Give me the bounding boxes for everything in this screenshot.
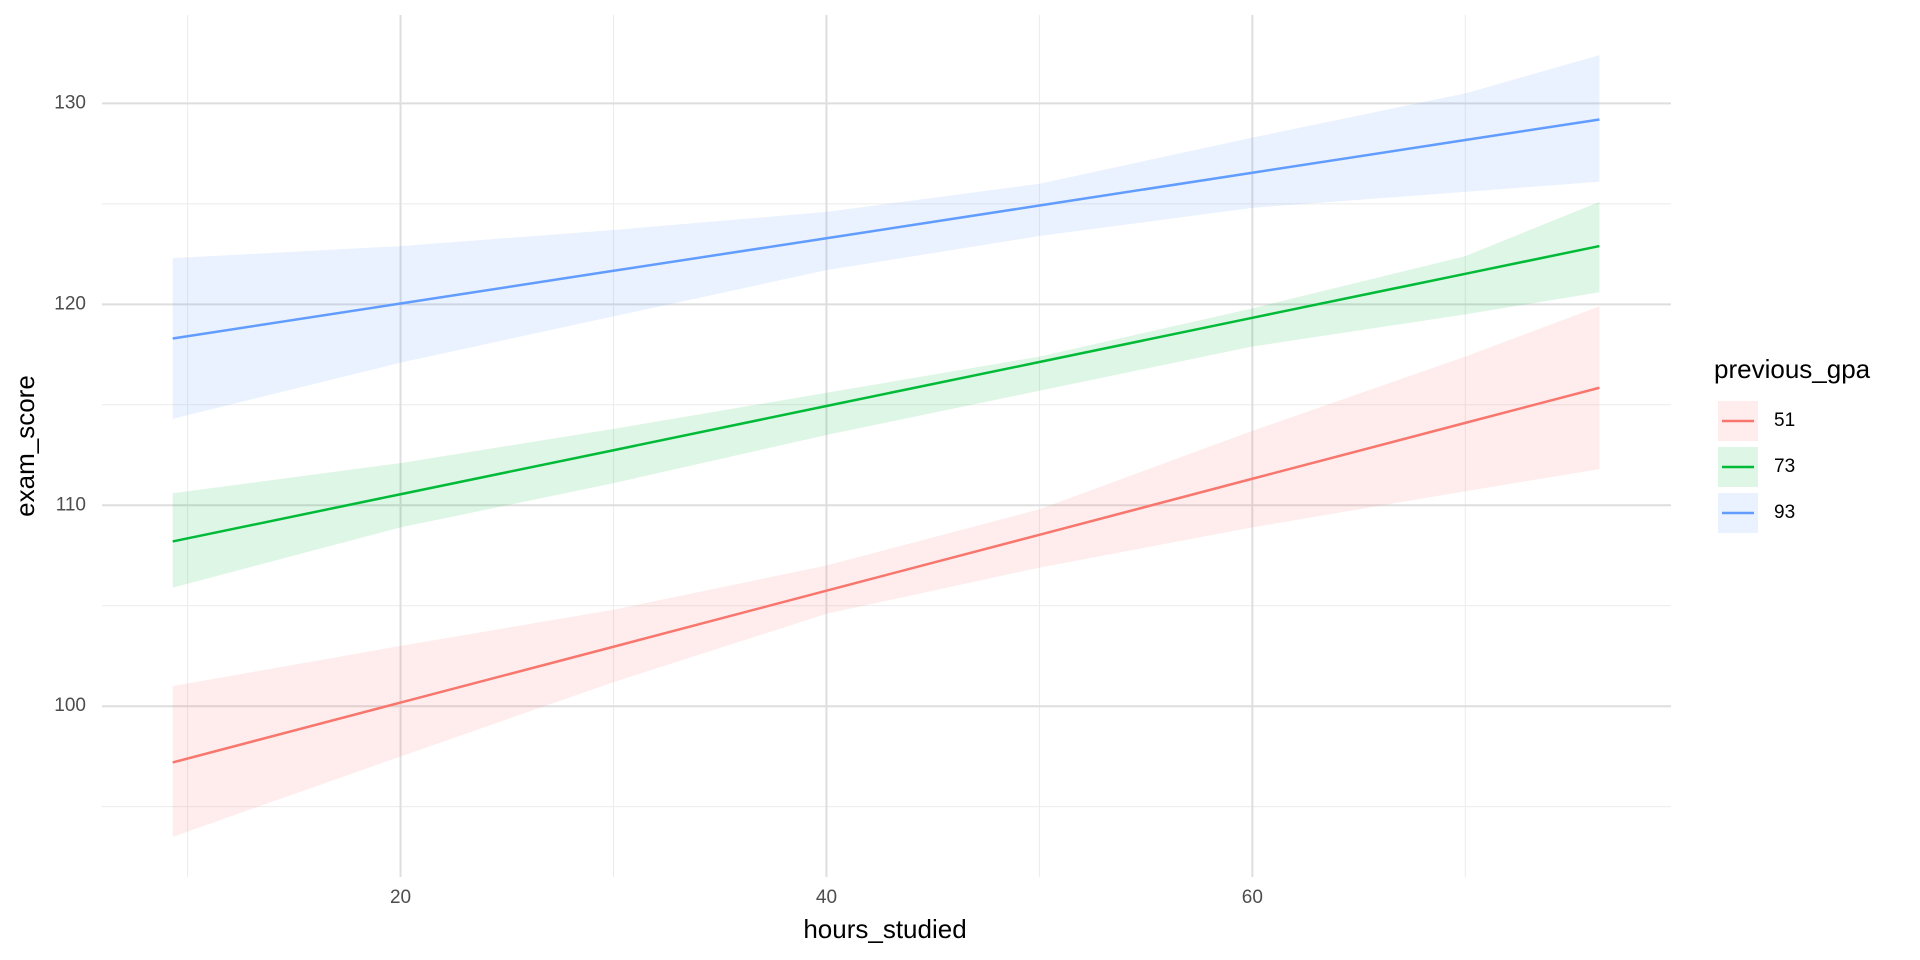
confidence-band (172, 55, 1600, 419)
legend-label: 93 (1774, 502, 1795, 523)
x-tick-label: 20 (390, 887, 411, 908)
y-tick-label: 110 (56, 494, 86, 515)
y-tick-label: 100 (54, 695, 86, 716)
x-tick-label: 60 (1242, 887, 1263, 908)
x-tick-label: 40 (816, 887, 837, 908)
legend-label: 51 (1774, 410, 1795, 431)
line (172, 386, 1600, 764)
line (172, 244, 1600, 543)
y-tick-label: 120 (54, 293, 86, 314)
y-axis-title: exam_score (10, 375, 40, 517)
legend-label: 73 (1774, 456, 1795, 477)
x-axis-title: hours_studied (803, 914, 966, 944)
confidence-band (172, 306, 1600, 837)
y-tick-label: 130 (54, 92, 86, 113)
legend-title: previous_gpa (1714, 354, 1871, 384)
line (172, 118, 1600, 340)
